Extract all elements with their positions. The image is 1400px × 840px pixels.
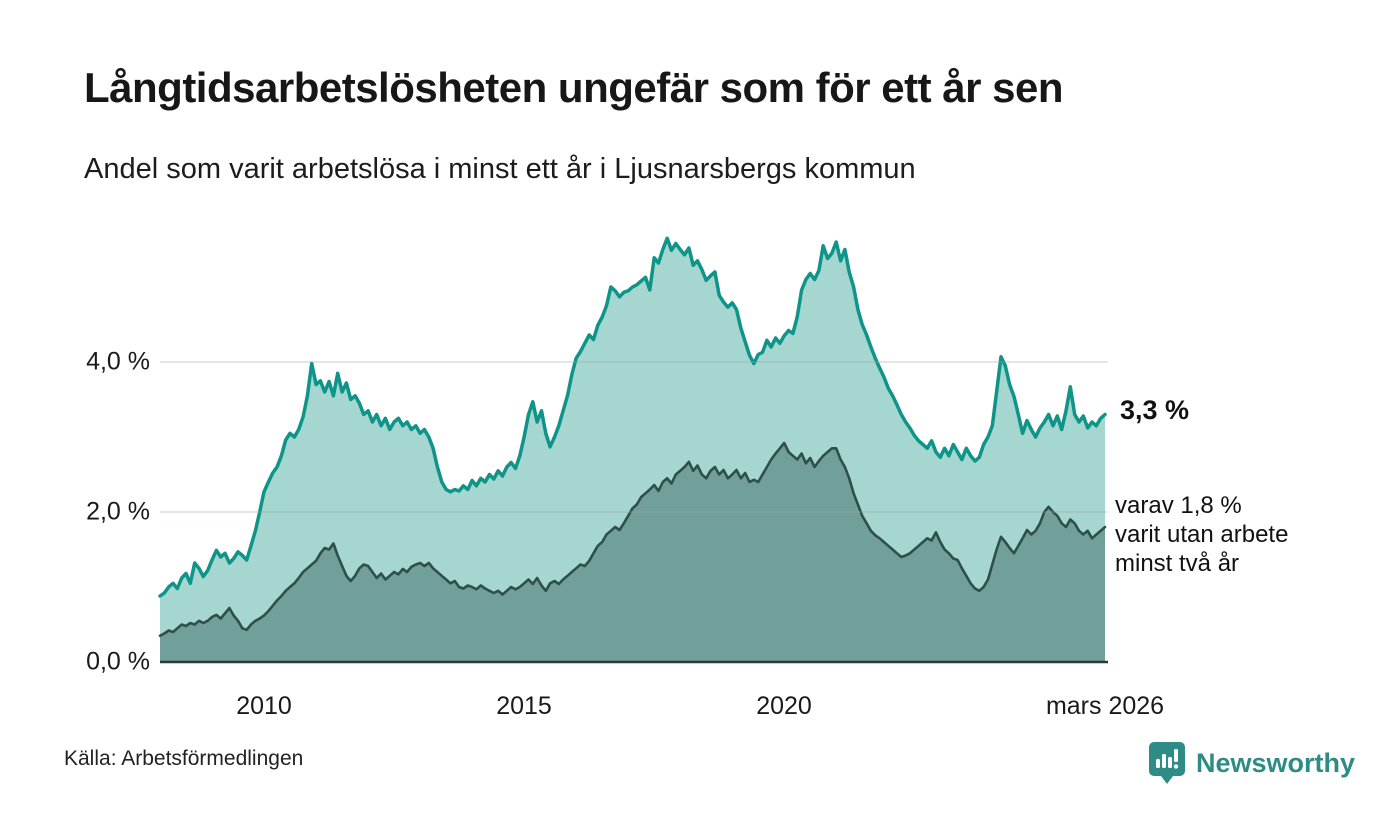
series-2-end-label-line1: varav 1,8 % xyxy=(1115,492,1242,519)
y-tick-0: 0,0 % xyxy=(86,647,150,676)
source-note: Källa: Arbetsförmedlingen xyxy=(64,747,304,770)
y-tick-4: 4,0 % xyxy=(86,347,150,376)
gridlines xyxy=(160,361,1108,513)
x-tick-2015: 2015 xyxy=(496,692,552,720)
series-2-line xyxy=(158,441,1107,638)
series-2-end-label-line3: minst två år xyxy=(1115,550,1240,577)
series-2-end-label-line2: varit utan arbete xyxy=(1115,521,1289,548)
series-1-line xyxy=(158,236,1107,598)
brand-name: Newsworthy xyxy=(1196,747,1356,778)
page-title: Långtidsarbetslösheten ungefär som för e… xyxy=(84,64,1064,111)
series-1-end-label: 3,3 % xyxy=(1120,395,1190,425)
series-2-end-label: varav 1,8 % varit utan arbete minst två … xyxy=(1115,491,1288,578)
series-2-area xyxy=(160,443,1105,662)
x-tick-mars-2026: mars 2026 xyxy=(1045,692,1165,720)
newsworthy-icon xyxy=(1149,742,1185,784)
page-subtitle: Andel som varit arbetslösa i minst ett å… xyxy=(84,153,916,185)
x-tick-2020: 2020 xyxy=(756,692,812,720)
brand-logo: Newsworthy xyxy=(1147,740,1355,786)
x-tick-2010: 2010 xyxy=(236,692,292,720)
y-tick-2: 2,0 % xyxy=(86,497,150,526)
